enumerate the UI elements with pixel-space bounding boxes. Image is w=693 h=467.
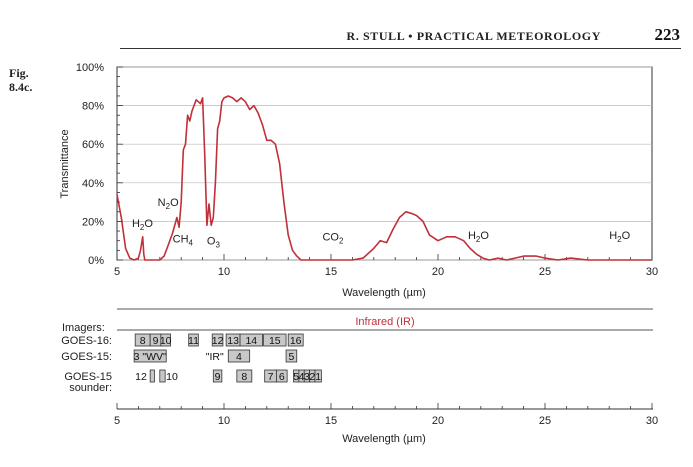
bottom-axis-ticks xyxy=(116,403,653,409)
header-rule xyxy=(120,48,681,49)
bottom-x-axis-label: Wavelength (µm) xyxy=(342,433,426,445)
band-box xyxy=(227,349,251,363)
band-box xyxy=(160,333,171,347)
page-number: 223 xyxy=(654,25,681,44)
absorber-label: N2O xyxy=(158,197,179,211)
y-tick-labels: 0% 20% 40% 60% 80% 100% xyxy=(76,62,104,267)
bottom-x-tick-label: 15 xyxy=(325,415,337,427)
bottom-x-tick-label: 5 xyxy=(114,415,120,427)
band-label: 12 xyxy=(135,371,147,383)
absorber-label: H2O xyxy=(468,230,489,244)
plot-gridlines xyxy=(117,66,652,261)
transmittance-chart: 0% 20% 40% 60% 80% 100% 5 10 15 20 25 30 H2O N2O CH4… xyxy=(59,62,658,299)
band-label: 13 xyxy=(227,335,239,347)
y-tick-label: 0% xyxy=(88,255,104,267)
absorber-label: CH4 xyxy=(173,234,194,248)
bottom-x-tick-label: 30 xyxy=(646,415,658,427)
band-label: 2 xyxy=(309,371,315,383)
x-tick-label: 10 xyxy=(218,266,230,278)
imager-row-label-line2: sounder: xyxy=(69,382,112,394)
y-tick-label: 40% xyxy=(82,178,104,190)
band-label: 4 xyxy=(236,351,242,363)
x-tick-label: 30 xyxy=(646,266,658,278)
band-label: 16 xyxy=(290,335,302,347)
x-axis-label: Wavelength (µm) xyxy=(342,287,426,299)
y-tick-label: 20% xyxy=(82,216,104,228)
band-label: 10 xyxy=(166,371,178,383)
imager-bands-panel: Infrared (IR) Imagers: GOES-16:GOES-15:G… xyxy=(61,308,658,445)
absorber-label: O3 xyxy=(207,236,221,250)
band-label: 8 xyxy=(140,335,146,347)
band-label: 15 xyxy=(269,335,281,347)
band-box xyxy=(236,369,253,383)
absorber-label: CO2 xyxy=(322,232,344,246)
absorber-label: H2O xyxy=(132,218,153,232)
band-label: 4 xyxy=(299,371,305,383)
band-label: 14 xyxy=(245,335,257,347)
band-label: 5 xyxy=(293,371,299,383)
band-label: 3 "WV" xyxy=(134,351,167,363)
x-tick-labels: 5 10 15 20 25 30 xyxy=(114,266,658,278)
imager-row-label: GOES-16: xyxy=(61,335,112,347)
band-label: 10 xyxy=(160,335,172,347)
band-label: 11 xyxy=(188,335,199,347)
y-tick-label: 60% xyxy=(82,139,104,151)
absorber-labels: H2O N2O CH4 O3 CO2 H2O H2O xyxy=(132,197,631,250)
band-box xyxy=(276,369,288,383)
band-box xyxy=(212,369,223,383)
transmittance-series-line xyxy=(116,95,652,261)
band-box xyxy=(188,333,199,347)
band-box xyxy=(239,333,263,347)
band-box xyxy=(314,369,322,383)
band-box xyxy=(285,349,298,363)
plot-frame xyxy=(116,66,653,261)
y-tick-label: 100% xyxy=(76,62,104,74)
bottom-x-tick-label: 20 xyxy=(432,415,444,427)
band-label: "IR" xyxy=(206,351,224,363)
band-box xyxy=(133,349,167,363)
running-header: R. STULL • PRACTICAL METEOROLOGY 223 xyxy=(0,25,693,50)
bottom-x-tick-label: 10 xyxy=(218,415,230,427)
figure-label-prefix: Fig. xyxy=(9,66,29,80)
y-tick-label: 80% xyxy=(82,101,104,113)
bottom-x-tick-labels: 5 10 15 20 25 30 xyxy=(114,415,658,427)
y-axis-label: Transmittance xyxy=(59,129,71,198)
band-label: 12 xyxy=(212,335,224,347)
bottom-x-tick-label: 25 xyxy=(539,415,551,427)
band-box xyxy=(211,333,224,347)
band-box xyxy=(287,333,304,347)
x-tick-label: 25 xyxy=(539,266,551,278)
plot-ticks xyxy=(116,66,653,261)
x-tick-label: 20 xyxy=(432,266,444,278)
absorber-label: H2O xyxy=(609,230,630,244)
x-tick-label: 5 xyxy=(114,266,120,278)
band-label: 9 xyxy=(153,335,159,347)
x-tick-label: 15 xyxy=(325,266,337,278)
band-label: 3 xyxy=(304,371,310,383)
band-label: 5 xyxy=(288,351,294,363)
imagers-label: Imagers: xyxy=(62,322,105,334)
imager-row-label: GOES-15: xyxy=(61,351,112,363)
infrared-title: Infrared (IR) xyxy=(355,316,414,328)
figure-label: Fig. 8.4c. xyxy=(9,66,32,94)
imager-row-label: GOES-15 xyxy=(64,371,112,383)
band-box xyxy=(263,333,287,347)
band-box xyxy=(149,369,155,383)
band-label: 9 xyxy=(215,371,221,383)
band-box xyxy=(159,369,166,383)
figure-label-number: 8.4c. xyxy=(9,80,33,94)
band-label: 8 xyxy=(241,371,247,383)
band-label: 6 xyxy=(279,371,285,383)
band-label: 1 xyxy=(315,371,321,383)
imager-band-boxes: 8 9 10 11 12 13 14 15 163 "WV" "IR" 4 512 10 9 8 7 6 5 4 3 2… xyxy=(133,333,322,383)
band-label: 7 xyxy=(268,371,274,383)
running-title: R. STULL • PRACTICAL METEOROLOGY xyxy=(346,29,601,43)
